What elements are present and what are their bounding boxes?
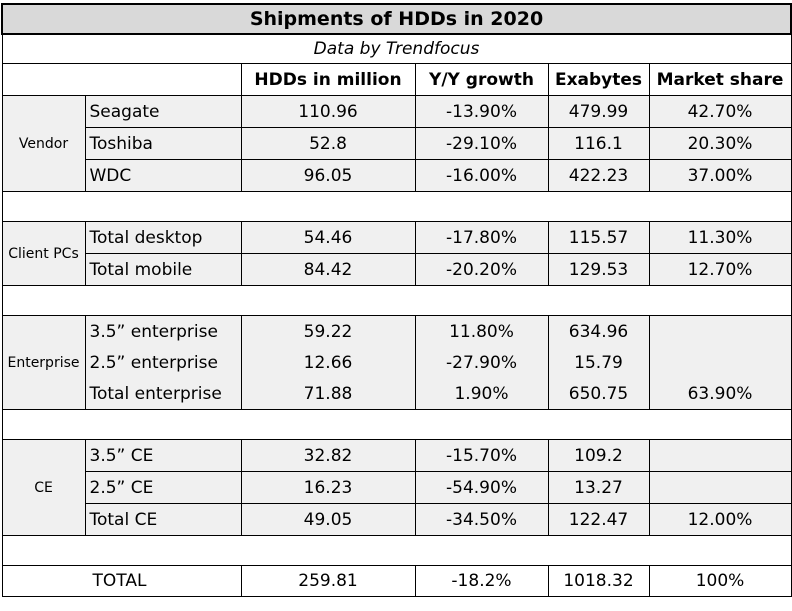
row-label: 2.5” CE xyxy=(84,471,242,504)
total-label: TOTAL xyxy=(1,565,242,597)
table-row: Total mobile 84.42 -20.20% 129.53 12.70% xyxy=(2,253,792,286)
cell-share: 42.70% xyxy=(648,95,792,128)
cell-growth: -17.80% xyxy=(414,221,549,254)
row-label: 3.5” enterprise xyxy=(84,315,242,347)
cell-growth: -15.70% xyxy=(414,439,549,472)
table-row: 2.5” enterprise 12.66 -27.90% 15.79 xyxy=(2,347,792,378)
cell-share: 12.70% xyxy=(648,253,792,286)
cell-exabytes: 13.27 xyxy=(547,471,650,504)
cell-exabytes: 116.1 xyxy=(547,127,650,160)
cell-growth: -34.50% xyxy=(414,503,549,536)
cell-hdds: 110.96 xyxy=(240,95,416,128)
spacer-row xyxy=(1,535,792,566)
cell-exabytes: 115.57 xyxy=(547,221,650,254)
spacer-row xyxy=(1,409,792,440)
row-label: 3.5” CE xyxy=(84,439,242,472)
table-subtitle: Data by Trendfocus xyxy=(1,33,792,64)
spacer-row xyxy=(1,285,792,316)
header-market-share: Market share xyxy=(648,63,792,96)
cell-share: 12.00% xyxy=(648,503,792,536)
table-row: CE 3.5” CE 32.82 -15.70% 109.2 xyxy=(1,439,792,536)
cell-growth: 11.80% xyxy=(414,315,549,347)
group-label-vendor: Vendor xyxy=(1,95,86,192)
row-label: Total desktop xyxy=(84,221,242,254)
header-exabytes: Exabytes xyxy=(547,63,650,96)
table-row: Enterprise 3.5” enterprise 59.22 11.80% … xyxy=(1,315,792,410)
cell-hdds: 49.05 xyxy=(240,503,416,536)
header-hdds: HDDs in million xyxy=(240,63,416,96)
group-label-client-pcs: Client PCs xyxy=(1,221,86,286)
cell-share xyxy=(648,315,792,347)
table-row: Toshiba 52.8 -29.10% 116.1 20.30% xyxy=(2,127,792,160)
row-label: WDC xyxy=(84,159,242,192)
hdd-shipments-table: Shipments of HDDs in 2020 Data by Trendf… xyxy=(0,3,792,597)
table-row: Total enterprise 71.88 1.90% 650.75 63.9… xyxy=(2,378,792,410)
cell-share: 11.30% xyxy=(648,221,792,254)
cell-hdds: 52.8 xyxy=(240,127,416,160)
row-label: Total enterprise xyxy=(84,378,242,410)
total-share: 100% xyxy=(648,565,792,597)
cell-share xyxy=(648,347,792,378)
spacer-row xyxy=(1,191,792,222)
cell-hdds: 12.66 xyxy=(240,347,416,378)
cell-hdds: 54.46 xyxy=(240,221,416,254)
header-row: HDDs in million Y/Y growth Exabytes Mark… xyxy=(1,63,792,96)
cell-share xyxy=(648,471,792,504)
cell-growth: -29.10% xyxy=(414,127,549,160)
cell-exabytes: 650.75 xyxy=(547,378,650,410)
group-label-ce: CE xyxy=(1,439,86,536)
cell-hdds: 84.42 xyxy=(240,253,416,286)
table-row: 2.5” CE 16.23 -54.90% 13.27 xyxy=(2,471,792,504)
total-row: TOTAL 259.81 -18.2% 1018.32 100% xyxy=(1,565,792,597)
cell-exabytes: 479.99 xyxy=(547,95,650,128)
cell-share: 37.00% xyxy=(648,159,792,192)
cell-exabytes: 15.79 xyxy=(547,347,650,378)
total-exabytes: 1018.32 xyxy=(547,565,650,597)
table-title: Shipments of HDDs in 2020 xyxy=(0,3,792,35)
table-row: WDC 96.05 -16.00% 422.23 37.00% xyxy=(2,159,792,192)
row-label: Toshiba xyxy=(84,127,242,160)
group-label-enterprise: Enterprise xyxy=(1,315,86,410)
cell-share: 20.30% xyxy=(648,127,792,160)
cell-growth: 1.90% xyxy=(414,378,549,410)
cell-share xyxy=(648,439,792,472)
row-label: Seagate xyxy=(84,95,242,128)
cell-exabytes: 422.23 xyxy=(547,159,650,192)
cell-hdds: 59.22 xyxy=(240,315,416,347)
header-blank xyxy=(1,63,242,96)
cell-growth: -54.90% xyxy=(414,471,549,504)
cell-growth: -27.90% xyxy=(414,347,549,378)
cell-share: 63.90% xyxy=(648,378,792,410)
total-hdds: 259.81 xyxy=(240,565,416,597)
row-label: 2.5” enterprise xyxy=(84,347,242,378)
table-row: Total CE 49.05 -34.50% 122.47 12.00% xyxy=(2,503,792,536)
header-growth: Y/Y growth xyxy=(414,63,549,96)
cell-hdds: 16.23 xyxy=(240,471,416,504)
cell-hdds: 71.88 xyxy=(240,378,416,410)
cell-hdds: 32.82 xyxy=(240,439,416,472)
cell-hdds: 96.05 xyxy=(240,159,416,192)
cell-growth: -16.00% xyxy=(414,159,549,192)
cell-growth: -13.90% xyxy=(414,95,549,128)
cell-exabytes: 122.47 xyxy=(547,503,650,536)
cell-exabytes: 129.53 xyxy=(547,253,650,286)
row-label: Total CE xyxy=(84,503,242,536)
table-row: Client PCs Total desktop 54.46 -17.80% 1… xyxy=(1,221,792,286)
cell-exabytes: 634.96 xyxy=(547,315,650,347)
cell-growth: -20.20% xyxy=(414,253,549,286)
cell-exabytes: 109.2 xyxy=(547,439,650,472)
table-row: Vendor Seagate 110.96 -13.90% 479.99 42.… xyxy=(1,95,792,192)
total-growth: -18.2% xyxy=(414,565,549,597)
row-label: Total mobile xyxy=(84,253,242,286)
